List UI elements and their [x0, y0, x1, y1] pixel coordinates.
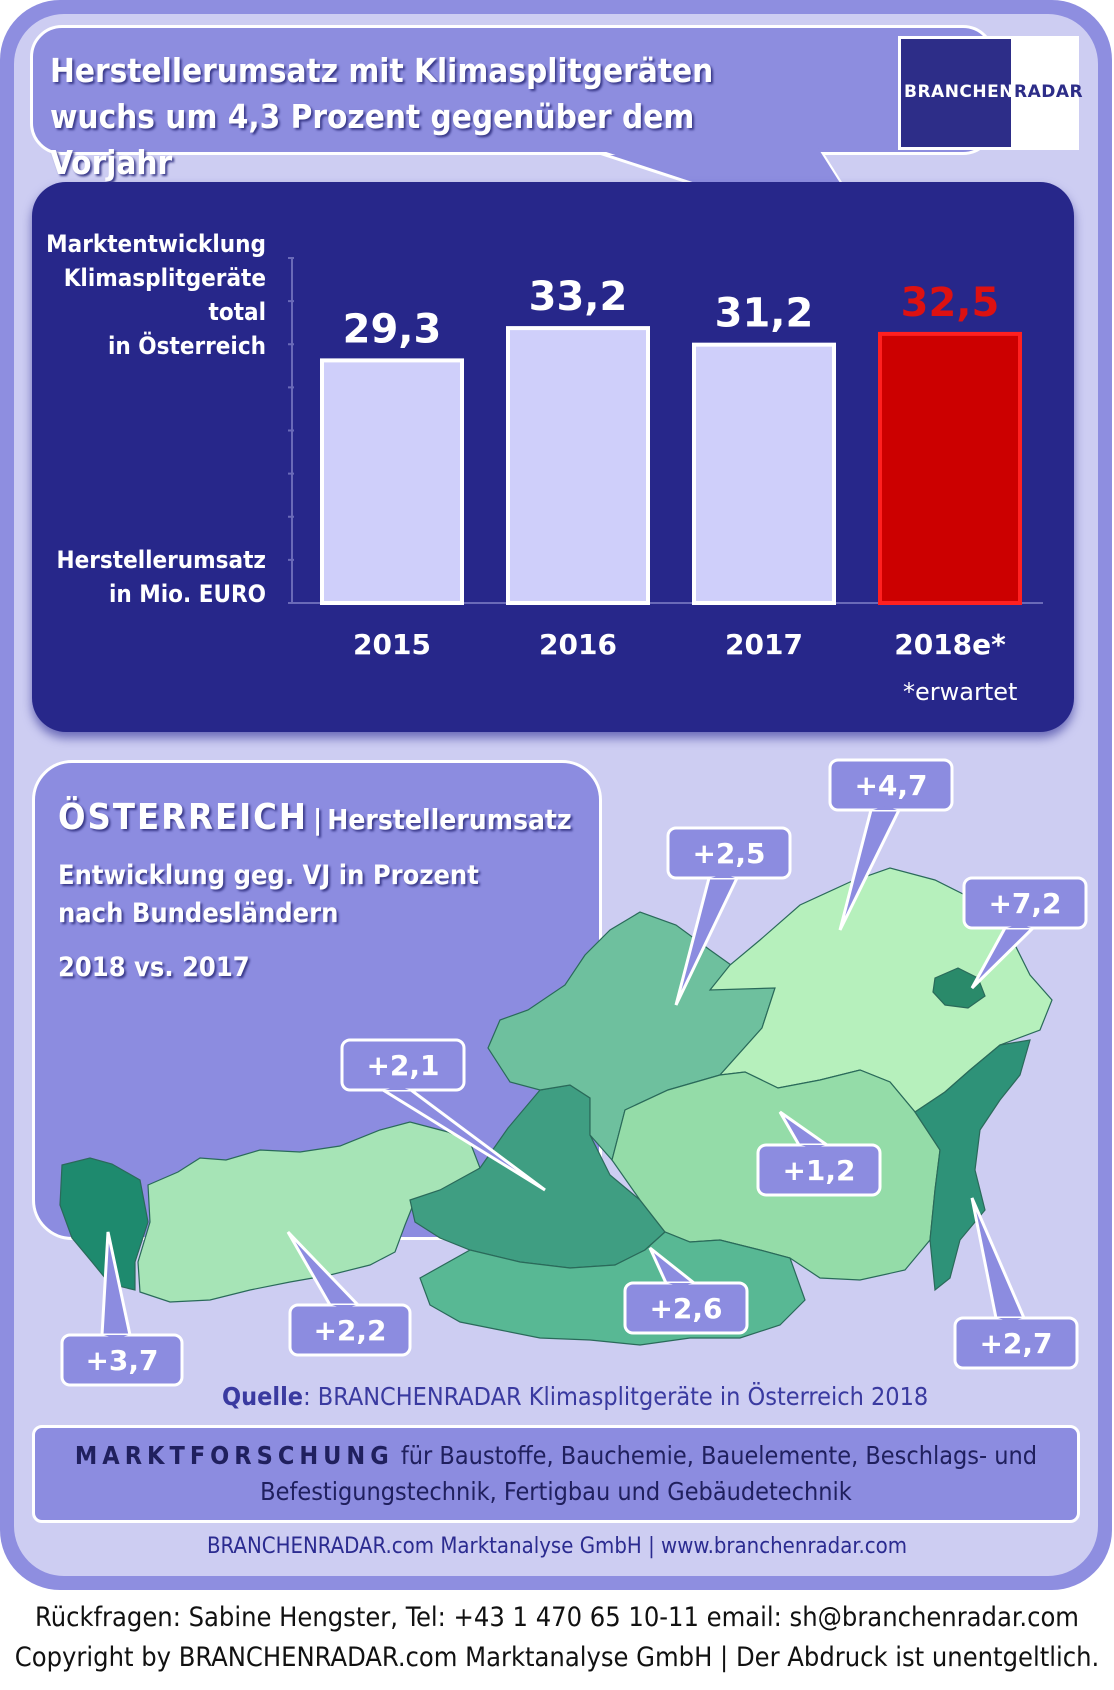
ylabel-top-line-1: Marktentwicklung — [46, 230, 266, 258]
region-value-label: +4,7 — [854, 769, 927, 802]
logo-text-part2: RADAR — [1013, 82, 1084, 102]
x-tick-label: 2017 — [725, 628, 803, 661]
bar-value-label: 31,2 — [715, 291, 814, 337]
map-subtitle-1: Entwicklung geg. VJ in Prozent — [58, 860, 479, 891]
logo-text: BRANCHENRADAR — [904, 82, 1083, 102]
source-line: Quelle: BRANCHENRADAR Klimasplitgeräte i… — [222, 1382, 928, 1411]
chart-note: *erwartet — [903, 678, 1018, 706]
bar-2015 — [320, 358, 464, 605]
callout-joint — [668, 1283, 692, 1287]
region-value-label: +2,5 — [692, 837, 765, 870]
copyright-line: Copyright by BRANCHENRADAR.com Marktanal… — [14, 1642, 1100, 1673]
branchenradar-logo: BRANCHENRADAR — [898, 36, 1083, 150]
region-value-label: +2,2 — [313, 1314, 386, 1347]
bar-value-label: 33,2 — [529, 274, 628, 320]
headline-line-2: wuchs um 4,3 Prozent gegenüber dem Vorja… — [50, 97, 695, 182]
map-region — [914, 1039, 1031, 1292]
callout-joint — [711, 874, 735, 878]
bar-value-label: 29,3 — [343, 306, 442, 352]
bar-2016 — [506, 326, 650, 605]
logo-text-part1: BRANCHEN — [904, 82, 1014, 102]
source-prefix: Quelle — [222, 1382, 304, 1411]
x-tick-label: 2015 — [353, 628, 431, 661]
map-title-country: ÖSTERREICH — [58, 797, 309, 838]
ylabel-bottom-line-2: in Mio. EURO — [109, 580, 266, 608]
headline-line-1: Herstellerumsatz mit Klimasplitgeräten — [50, 51, 714, 90]
map-subtitle-2: nach Bundesländern — [58, 898, 339, 929]
region-value-label: +2,7 — [979, 1327, 1052, 1360]
austria-map: +3,7 +2,2 +2,1 +2,5 +4,7 +7,2 +1,2 +2,6 +2,7 — [59, 758, 1088, 1387]
callout-joint — [104, 1335, 128, 1339]
region-value-label: +3,7 — [85, 1344, 158, 1377]
ylabel-top-line-2: Klimasplitgeräte — [63, 264, 266, 292]
region-value-label: +7,2 — [988, 887, 1061, 920]
map-subtitle-3: 2018 vs. 2017 — [58, 952, 250, 983]
region-value-label: +2,6 — [649, 1292, 722, 1325]
company-footer: BRANCHENRADAR.com Marktanalyse GmbH | ww… — [206, 1534, 908, 1559]
bar-2018e* — [878, 331, 1022, 605]
callout-pointer — [970, 1197, 1027, 1320]
bar-2017 — [692, 342, 836, 605]
callout-joint — [385, 1086, 409, 1090]
source-text: : BRANCHENRADAR Klimasplitgeräte in Öste… — [303, 1382, 929, 1411]
ylabel-top-line-4: in Österreich — [108, 332, 266, 360]
map-region — [932, 967, 986, 1009]
map-title-separator: | — [313, 803, 323, 836]
contact-line: Rückfragen: Sabine Hengster, Tel: +43 1 … — [35, 1602, 1079, 1633]
headline-bubble — [30, 25, 995, 155]
map-region — [59, 1157, 149, 1291]
callout-joint — [1007, 924, 1031, 928]
logo-background — [901, 39, 1011, 147]
bar-chart: 29,3 2015 33,2 2016 31,2 2017 32,5 2018e* — [288, 257, 1043, 661]
callout-joint — [801, 1145, 825, 1149]
market-heading: MARKTFORSCHUNG — [74, 1441, 394, 1470]
x-tick-label: 2016 — [539, 628, 617, 661]
market-research-box: MARKTFORSCHUNG für Baustoffe, Bauchemie,… — [32, 1425, 1080, 1523]
chart-ylabel-bottom: Herstellerumsatz in Mio. EURO — [40, 543, 266, 611]
map-title-metric: Herstellerumsatz — [327, 803, 572, 836]
callout-joint — [332, 1305, 356, 1309]
callout-joint — [873, 806, 897, 810]
market-line-1: für Baustoffe, Bauchemie, Bauelemente, B… — [393, 1441, 1038, 1470]
ylabel-top-line-3: total — [208, 298, 266, 326]
bar-value-label: 32,5 — [901, 280, 1000, 326]
callout-joint — [998, 1318, 1022, 1322]
x-tick-label: 2018e* — [894, 628, 1006, 661]
market-line-2: Befestigungstechnik, Fertigbau und Gebäu… — [260, 1477, 852, 1506]
region-value-label: +2,1 — [366, 1049, 439, 1082]
region-value-label: +1,2 — [782, 1154, 855, 1187]
headline-title: Herstellerumsatz mit Klimasplitgeräten w… — [50, 48, 800, 186]
map-title: ÖSTERREICH | Herstellerumsatz — [58, 797, 572, 838]
ylabel-bottom-line-1: Herstellerumsatz — [56, 546, 266, 574]
chart-ylabel-top: Marktentwicklung Klimasplitgeräte total … — [40, 227, 266, 363]
